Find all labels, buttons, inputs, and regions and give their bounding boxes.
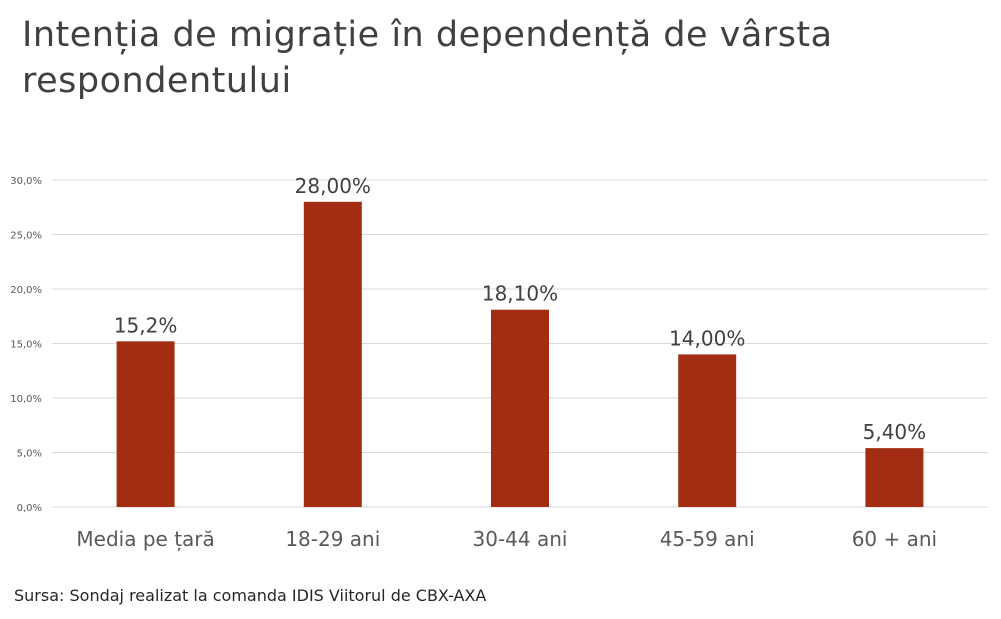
chart-title: Intenția de migrație în dependență de vâ… [22,15,833,101]
x-tick-label: Media pe țară [76,527,214,551]
y-tick-label: 5,0% [17,449,42,460]
data-label: 15,2% [114,313,178,337]
y-tick-label: 10,0% [10,394,42,405]
x-tick-label: 18-29 ani [285,527,380,551]
y-tick-label: 0,0% [17,503,42,514]
source-note: Sursa: Sondaj realizat la comanda IDIS V… [14,586,487,605]
y-tick-label: 30,0% [10,176,42,187]
data-label: 14,00% [669,326,745,350]
y-tick-label: 15,0% [10,340,42,351]
y-tick-label: 20,0% [10,285,42,296]
bar [116,341,175,507]
x-tick-label: 45-59 ani [660,527,755,551]
bar [865,448,924,507]
x-tick-label: 30-44 ani [473,527,568,551]
bar [678,354,737,507]
bar [303,201,362,508]
y-tick-label: 25,0% [10,231,42,242]
data-label: 5,40% [863,420,927,444]
bar [491,309,549,507]
x-tick-label: 60 + ani [852,527,937,551]
data-label: 28,00% [295,174,371,198]
data-label: 18,10% [482,282,558,306]
